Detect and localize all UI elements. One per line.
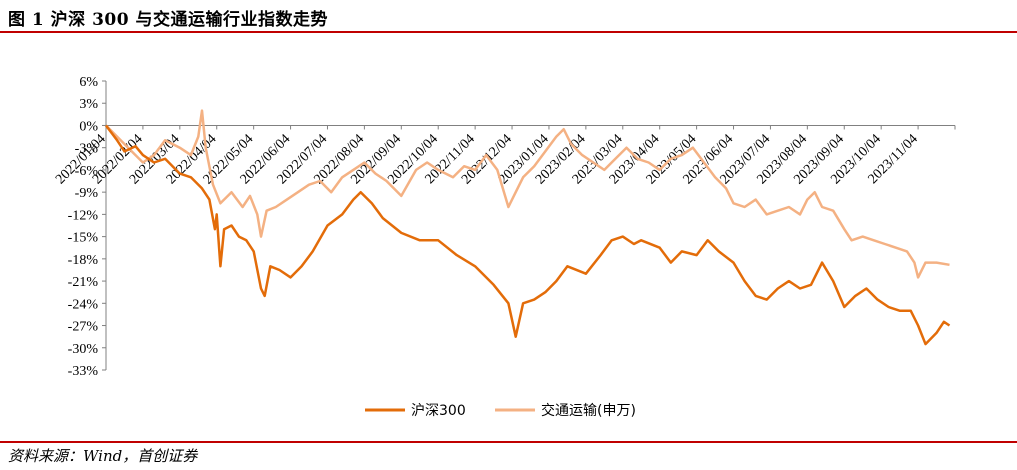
source-note: 资料来源：Wind，首创证券 bbox=[8, 447, 198, 465]
series-line-transport bbox=[105, 109, 950, 279]
series-line-hs300 bbox=[105, 124, 951, 346]
y-tick-label: -24% bbox=[68, 297, 99, 312]
y-tick-label: 0% bbox=[79, 119, 98, 134]
y-tick-label: -12% bbox=[68, 208, 99, 223]
y-tick-label: -21% bbox=[68, 275, 99, 290]
line-chart: 6% 3% 0% -3% -6% -9% -12% -15% -18% -21% -24% -27% -… bbox=[53, 75, 956, 419]
legend: 沪深300 交通运输(申万) bbox=[365, 402, 636, 419]
series-group bbox=[105, 109, 951, 346]
y-tick-label: -30% bbox=[68, 342, 99, 357]
y-tick-label: -18% bbox=[68, 253, 99, 268]
legend-item-transport-label: 交通运输(申万) bbox=[541, 402, 636, 419]
y-tick-label: -27% bbox=[68, 320, 99, 335]
chart-title: 图 1 沪深 300 与交通运输行业指数走势 bbox=[8, 10, 328, 30]
y-tick-label: -9% bbox=[75, 186, 99, 201]
y-tick-label: 6% bbox=[79, 75, 98, 90]
y-tick-label: -33% bbox=[68, 364, 99, 379]
y-tick-label: -3% bbox=[75, 142, 99, 157]
y-axis: 6% 3% 0% -3% -6% -9% -12% -15% -18% -21% -24% -27% -… bbox=[68, 75, 107, 379]
y-tick-label: -15% bbox=[68, 231, 99, 246]
x-axis: 2022/01/042022/02/042022/03/042022/04/04… bbox=[53, 124, 956, 187]
legend-item-hs300-label: 沪深300 bbox=[411, 403, 466, 419]
footer-rule bbox=[0, 441, 1017, 443]
y-tick-label: -6% bbox=[75, 164, 99, 179]
y-tick-label: 3% bbox=[79, 97, 98, 112]
header-rule bbox=[0, 31, 1017, 33]
